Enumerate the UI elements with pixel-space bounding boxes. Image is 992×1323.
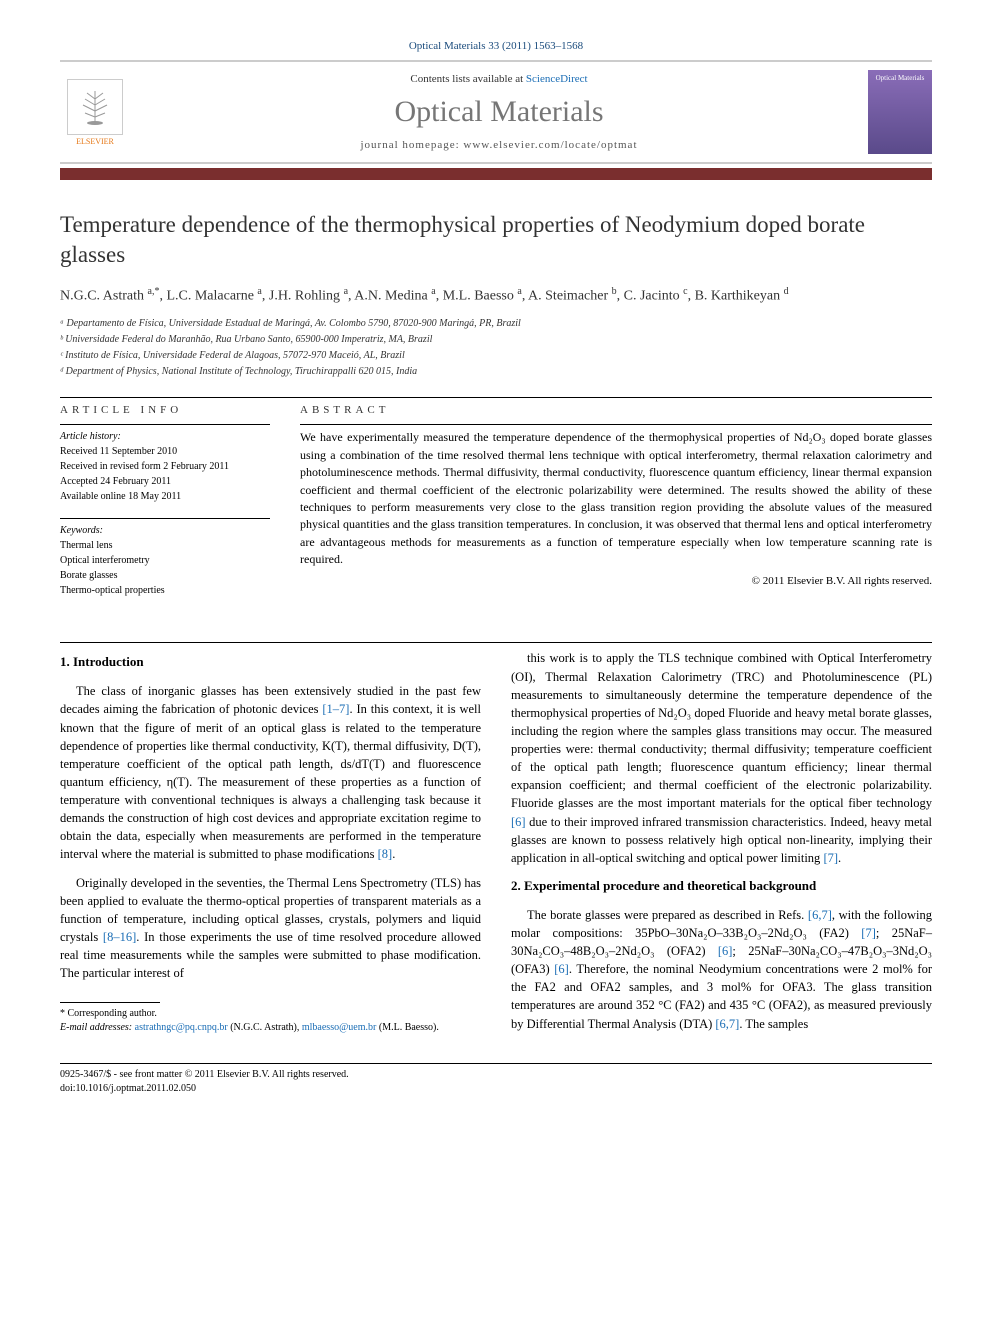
keyword-line: Borate glasses <box>60 568 270 583</box>
citation-link[interactable]: [6] <box>511 815 526 829</box>
affiliation-line: ᵇ Universidade Federal do Maranhão, Rua … <box>60 332 932 347</box>
citation-link[interactable]: [6,7] <box>715 1017 739 1031</box>
corresponding-label: * Corresponding author. <box>60 1007 481 1021</box>
email-label: E-mail addresses: <box>60 1022 132 1033</box>
citation-link[interactable]: [1–7] <box>322 702 349 716</box>
affiliation-line: ᵃ Departamento de Física, Universidade E… <box>60 316 932 331</box>
keyword-line: Optical interferometry <box>60 553 270 568</box>
email-link-1[interactable]: astrathngc@pq.cnpq.br <box>135 1022 228 1033</box>
front-matter-line: 0925-3467/$ - see front matter © 2011 El… <box>60 1068 932 1082</box>
elsevier-label: ELSEVIER <box>76 137 114 146</box>
citation-link[interactable]: [8–16] <box>103 930 136 944</box>
keyword-line: Thermal lens <box>60 538 270 553</box>
divider-line <box>60 397 932 398</box>
divider-line <box>60 424 270 425</box>
keywords-block: Keywords: Thermal lensOptical interferom… <box>60 523 270 598</box>
divider-line <box>300 424 932 425</box>
section-heading-experimental: 2. Experimental procedure and theoretica… <box>511 877 932 896</box>
email-line: E-mail addresses: astrathngc@pq.cnpq.br … <box>60 1021 481 1035</box>
citation-link[interactable]: [7] <box>823 851 838 865</box>
affiliation-line: ᶜ Instituto de Física, Universidade Fede… <box>60 348 932 363</box>
citation-link[interactable]: [6] <box>718 944 733 958</box>
footnote-separator <box>60 1002 160 1003</box>
abstract-copyright: © 2011 Elsevier B.V. All rights reserved… <box>300 575 932 587</box>
affiliations: ᵃ Departamento de Física, Universidade E… <box>60 316 932 379</box>
history-line: Received 11 September 2010 <box>60 444 270 459</box>
citation-link[interactable]: [6,7] <box>808 908 832 922</box>
header-center: Contents lists available at ScienceDirec… <box>130 73 868 151</box>
elsevier-logo: ELSEVIER <box>60 72 130 152</box>
email-link-2[interactable]: mlbaesso@uem.br <box>302 1022 376 1033</box>
body-paragraph: The class of inorganic glasses has been … <box>60 682 481 863</box>
history-line: Available online 18 May 2011 <box>60 489 270 504</box>
info-abstract-row: article info Article history: Received 1… <box>60 404 932 612</box>
citation-link[interactable]: [7] <box>861 926 876 940</box>
body-paragraph: Originally developed in the seventies, t… <box>60 874 481 983</box>
doi-line: doi:10.1016/j.optmat.2011.02.050 <box>60 1082 932 1096</box>
citation-link[interactable]: [6] <box>554 962 569 976</box>
email-name-1: (N.G.C. Astrath), <box>228 1022 302 1033</box>
maroon-divider <box>60 168 932 180</box>
sciencedirect-link[interactable]: ScienceDirect <box>526 73 588 85</box>
abstract-label: abstract <box>300 404 932 416</box>
article-info-label: article info <box>60 404 270 416</box>
history-label: Article history: <box>60 429 270 444</box>
page-container: Optical Materials 33 (2011) 1563–1568 EL… <box>0 0 992 1136</box>
divider-line <box>60 518 270 519</box>
keyword-line: Thermo-optical properties <box>60 583 270 598</box>
section-heading-intro: 1. Introduction <box>60 653 481 672</box>
contents-line: Contents lists available at ScienceDirec… <box>130 73 868 85</box>
journal-header: ELSEVIER Contents lists available at Sci… <box>60 60 932 164</box>
corresponding-author-footnote: * Corresponding author. E-mail addresses… <box>60 1007 481 1035</box>
journal-cover-thumbnail: Optical Materials <box>868 70 932 154</box>
homepage-url: www.elsevier.com/locate/optmat <box>463 139 637 151</box>
abstract-text: We have experimentally measured the temp… <box>300 429 932 568</box>
article-history-block: Article history: Received 11 September 2… <box>60 429 270 504</box>
keywords-label: Keywords: <box>60 523 270 538</box>
cover-text: Optical Materials <box>876 74 925 82</box>
bottom-bar: 0925-3467/$ - see front matter © 2011 El… <box>60 1063 932 1096</box>
citation-link[interactable]: [8] <box>378 847 393 861</box>
journal-reference: Optical Materials 33 (2011) 1563–1568 <box>60 40 932 52</box>
history-line: Accepted 24 February 2011 <box>60 474 270 489</box>
article-title: Temperature dependence of the thermophys… <box>60 210 932 270</box>
email-name-2: (M.L. Baesso). <box>379 1022 439 1033</box>
article-info-column: article info Article history: Received 1… <box>60 404 270 612</box>
journal-name: Optical Materials <box>130 95 868 129</box>
body-paragraph: this work is to apply the TLS technique … <box>511 649 932 867</box>
homepage-line: journal homepage: www.elsevier.com/locat… <box>130 139 868 151</box>
history-line: Received in revised form 2 February 2011 <box>60 459 270 474</box>
elsevier-tree-icon <box>67 79 123 135</box>
homepage-prefix: journal homepage: <box>361 139 464 151</box>
affiliation-line: ᵈ Department of Physics, National Instit… <box>60 364 932 379</box>
contents-prefix: Contents lists available at <box>410 73 525 85</box>
authors-list: N.G.C. Astrath a,*, L.C. Malacarne a, J.… <box>60 284 932 307</box>
body-text: 1. Introduction The class of inorganic g… <box>60 649 932 1042</box>
divider-line <box>60 642 932 643</box>
body-paragraph: The borate glasses were prepared as desc… <box>511 906 932 1033</box>
abstract-column: abstract We have experimentally measured… <box>300 404 932 612</box>
